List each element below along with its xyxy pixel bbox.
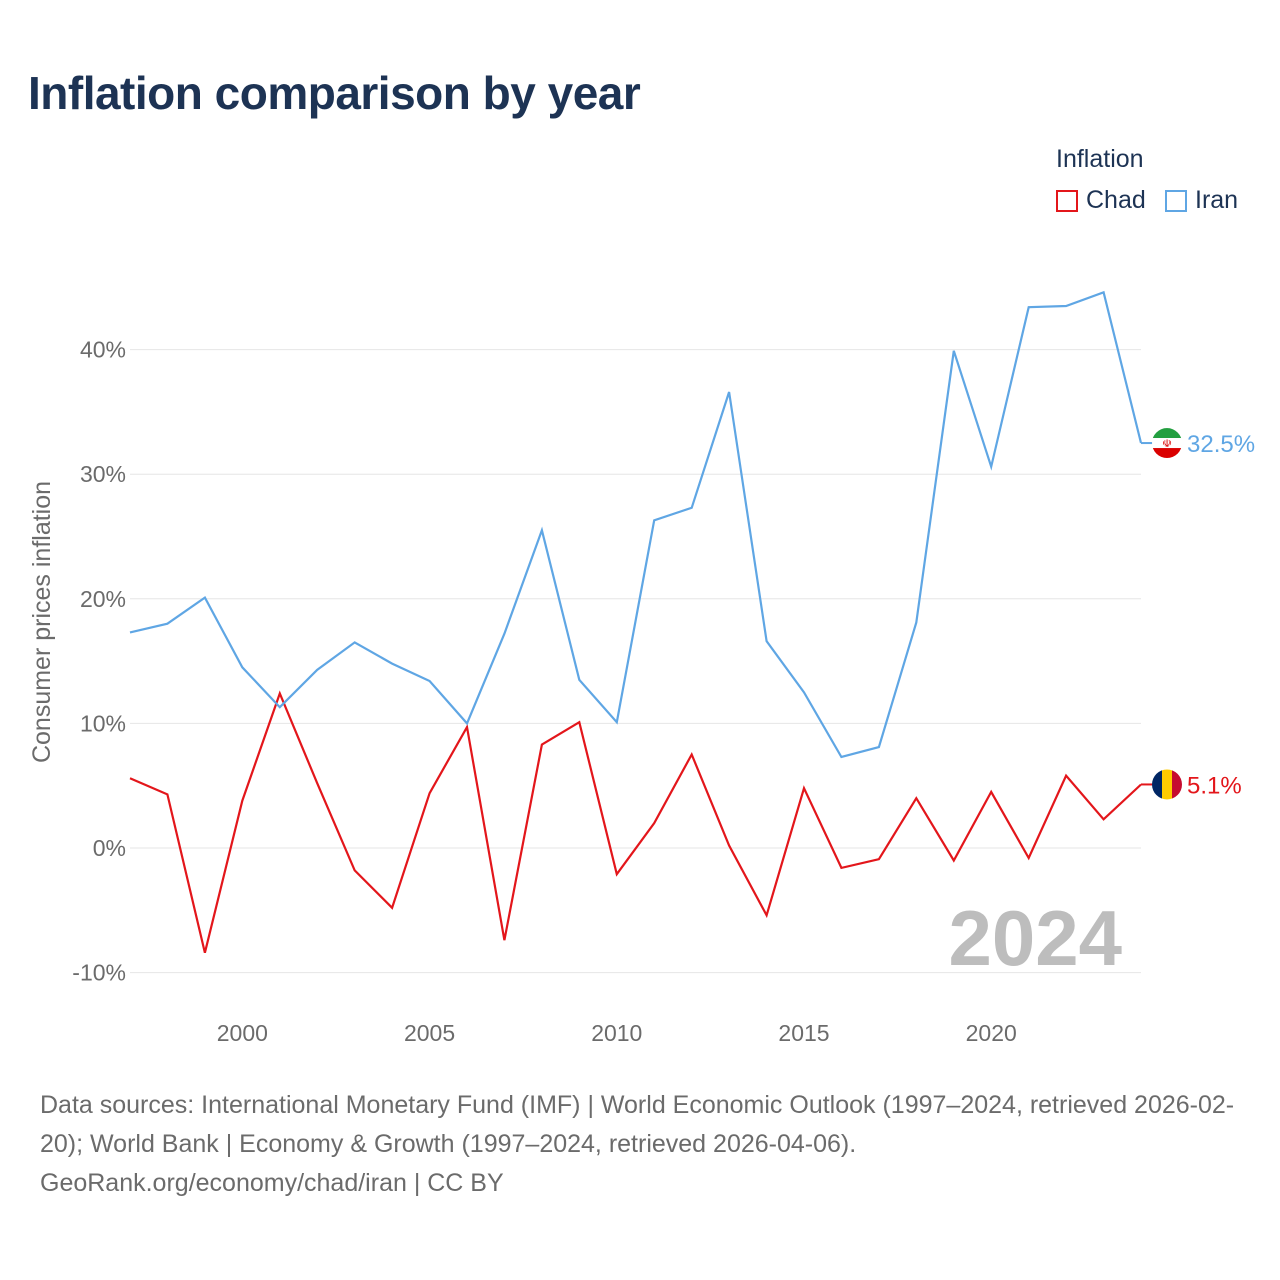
- y-tick-label: 0%: [93, 835, 126, 861]
- footer: Data sources: International Monetary Fun…: [40, 1086, 1250, 1203]
- legend-label-iran: Iran: [1195, 186, 1239, 214]
- legend-title: Inflation: [1056, 145, 1144, 173]
- svg-text:☫: ☫: [1162, 437, 1172, 450]
- y-tick-label: -10%: [72, 960, 126, 986]
- x-tick-label: 2010: [591, 1020, 642, 1046]
- series-lines: [129, 290, 1143, 953]
- series-line-iran[interactable]: [129, 290, 1143, 759]
- iran-end-label: 32.5%: [1187, 431, 1255, 458]
- chart-title: Inflation comparison by year: [28, 67, 641, 119]
- y-tick-label: 10%: [80, 710, 126, 736]
- legend-item-chad[interactable]: Chad: [1056, 186, 1146, 215]
- legend-swatch-chad: [1056, 189, 1078, 212]
- x-tick-label: 2005: [404, 1020, 455, 1046]
- y-axis-label: Consumer prices inflation: [28, 481, 56, 763]
- x-axis-ticks: 2000 2005 2010 2015 2020: [217, 1020, 1017, 1046]
- y-tick-label: 30%: [80, 461, 126, 487]
- legend-swatch-iran: [1165, 189, 1187, 212]
- x-tick-label: 2015: [778, 1020, 829, 1046]
- data-sources: Data sources: International Monetary Fun…: [40, 1091, 1235, 1158]
- y-tick-label: 40%: [80, 337, 126, 363]
- series-line-chad[interactable]: [129, 690, 1142, 953]
- year-watermark: 2024: [948, 894, 1122, 982]
- iran-flag-icon: ☫: [1152, 428, 1182, 459]
- line-chart: -10%0%10%20%30%40% 2000 2005 2010 2015 2020 …: [28, 290, 1255, 1046]
- y-axis-ticks: -10% 0% 10% 20% 30% 40%: [72, 337, 126, 986]
- chad-end-label: 5.1%: [1187, 772, 1242, 799]
- gridlines: [130, 349, 1141, 974]
- credit-link[interactable]: GeoRank.org/economy/chad/iran | CC BY: [40, 1169, 504, 1197]
- legend-item-iran[interactable]: Iran: [1165, 186, 1238, 215]
- y-tick-label: 20%: [80, 586, 126, 612]
- x-tick-label: 2000: [217, 1020, 268, 1046]
- legend-label-chad: Chad: [1086, 186, 1146, 214]
- chad-flag-icon: [1152, 769, 1182, 800]
- x-tick-label: 2020: [966, 1020, 1017, 1046]
